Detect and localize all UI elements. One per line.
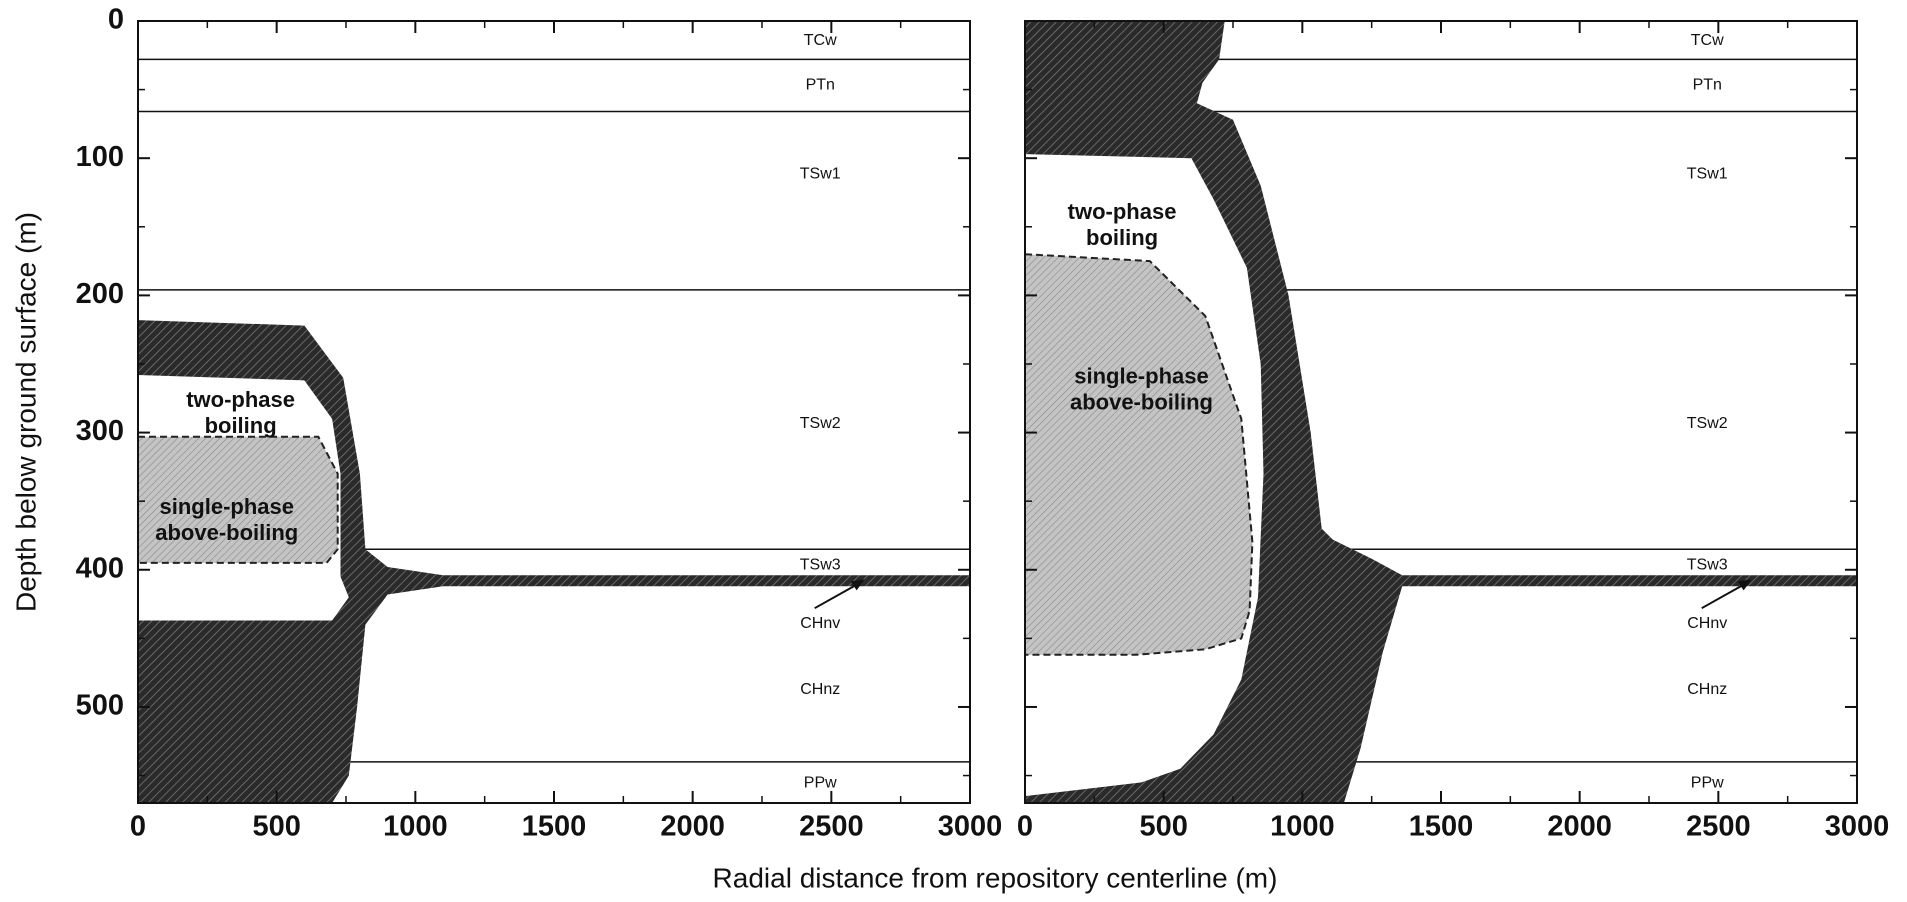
layer-label: TSw1	[800, 165, 841, 182]
layer-label: TCw	[804, 32, 837, 49]
x-tick-label: 3000	[1825, 811, 1890, 843]
arrow	[815, 585, 857, 608]
x-tick-label: 2500	[799, 811, 864, 843]
zone-label: boiling	[1086, 225, 1158, 250]
layer-label: TSw1	[1687, 165, 1728, 182]
layer-label: CHnv	[1687, 615, 1727, 632]
layer-label: TSw3	[800, 556, 841, 573]
zone-label: single-phase	[160, 494, 294, 519]
layer-label: PPw	[804, 775, 837, 792]
layer-label: TSw3	[1687, 556, 1728, 573]
zone-label: above-boiling	[155, 520, 298, 545]
x-tick-label: 500	[252, 811, 300, 843]
arrow	[1702, 585, 1744, 608]
figure: Radial distance from repository centerli…	[0, 0, 1907, 897]
layer-label: CHnv	[800, 615, 840, 632]
x-tick-label: 2000	[660, 811, 725, 843]
layer-label: PTn	[806, 76, 835, 93]
x-tick-label: 1500	[522, 811, 587, 843]
layer-label: CHnz	[800, 681, 840, 698]
zone-label: two-phase	[1068, 199, 1177, 224]
y-tick-label: 200	[76, 278, 124, 310]
zone-label: two-phase	[186, 387, 295, 412]
x-tick-label: 1500	[1409, 811, 1474, 843]
zone-label: boiling	[205, 413, 277, 438]
layer-label: PPw	[1691, 775, 1724, 792]
layer-label: CHnz	[1687, 681, 1727, 698]
layer-label: TSw2	[800, 415, 841, 432]
x-tick-label: 500	[1139, 811, 1187, 843]
zone-label: single-phase	[1074, 364, 1208, 389]
y-tick-label: 400	[76, 552, 124, 584]
x-axis-title: Radial distance from repository centerli…	[713, 862, 1278, 893]
y-tick-label: 300	[76, 415, 124, 447]
y-tick-label: 0	[108, 4, 124, 36]
x-tick-label: 3000	[938, 811, 1003, 843]
x-tick-label: 0	[130, 811, 146, 843]
layer-label: PTn	[1693, 76, 1722, 93]
layer-label: TSw2	[1687, 415, 1728, 432]
y-axis-title: Depth below ground surface (m)	[10, 212, 41, 612]
panel: TCw PTn TSw1 TSw2 TSw3 CHnv CHnz PPw two-phasebo…	[76, 4, 1003, 843]
x-tick-label: 1000	[1270, 811, 1335, 843]
y-tick-label: 100	[76, 141, 124, 173]
x-tick-label: 2000	[1547, 811, 1612, 843]
x-tick-label: 2500	[1686, 811, 1751, 843]
zone-label: above-boiling	[1070, 390, 1213, 415]
y-tick-label: 500	[76, 690, 124, 722]
layer-label: TCw	[1691, 32, 1724, 49]
panel: TCw PTn TSw1 TSw2 TSw3 CHnv CHnz PPw two-phasebo…	[1017, 21, 1889, 843]
x-tick-label: 0	[1017, 811, 1033, 843]
x-tick-label: 1000	[383, 811, 448, 843]
